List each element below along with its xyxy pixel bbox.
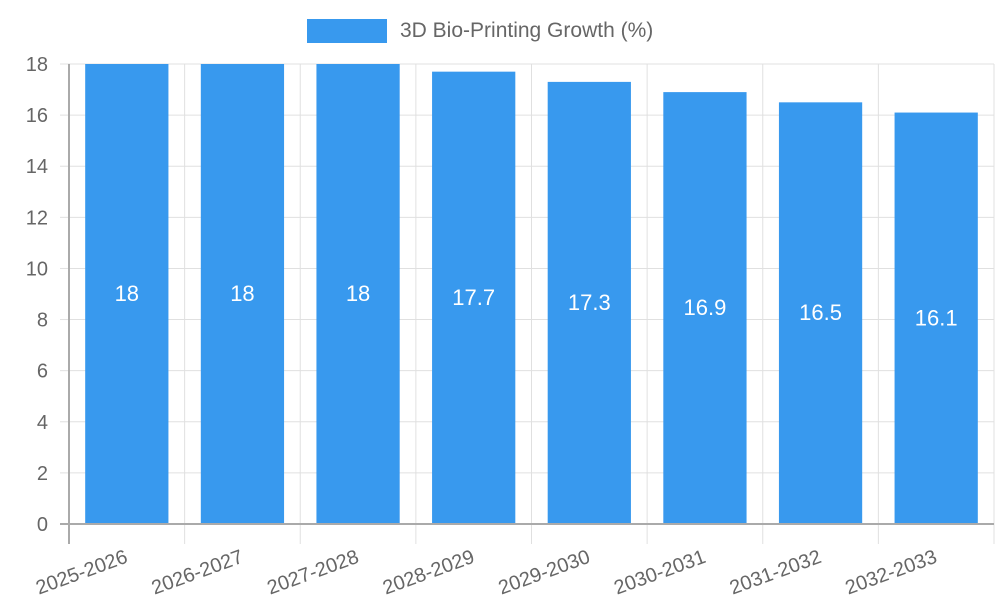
y-tick-label: 8 [37,310,48,332]
bar[interactable] [894,112,978,525]
x-tick-label: 2030-2031 [611,546,708,599]
bar[interactable] [663,92,747,524]
bar[interactable] [432,71,516,525]
bar-value-label: 17.3 [568,290,611,315]
bar[interactable] [200,64,285,524]
bar[interactable] [85,64,169,524]
x-tick-label: 2027-2028 [264,546,361,599]
bar[interactable] [316,64,400,524]
x-tick-label: 2028-2029 [380,546,477,599]
x-tick-label: 2025-2026 [33,546,130,599]
y-tick-label: 10 [26,258,48,280]
bar-value-label: 16.1 [915,305,958,330]
bar-value-label: 16.9 [684,295,727,320]
x-tick-label: 2026-2027 [149,546,246,599]
bar-value-label: 17.7 [452,285,495,310]
data-labels: 18 18 18 17.7 17.3 16.9 16.5 16.1 [115,281,958,330]
y-tick-label: 0 [37,514,48,536]
bar-value-label: 18 [115,281,139,306]
bar[interactable] [547,81,631,524]
x-axis-ticks: 2025-2026 2026-2027 2027-2028 2028-2029 2029… [33,546,940,599]
y-tick-label: 12 [26,207,48,229]
y-tick-label: 4 [37,412,48,434]
y-tick-label: 2 [37,463,48,485]
bar-value-label: 18 [230,281,254,306]
axes [60,64,994,544]
bars [85,64,978,525]
y-axis-ticks: 0 2 4 6 8 10 12 14 16 18 [26,54,48,536]
bar[interactable] [778,102,863,524]
y-tick-label: 6 [37,361,48,383]
x-tick-label: 2031-2032 [727,546,824,599]
y-tick-label: 14 [26,156,48,178]
bar-value-label: 16.5 [799,300,842,325]
chart-legend[interactable]: 3D Bio-Printing Growth (%) [307,19,653,43]
x-tick-label: 2029-2030 [496,546,593,599]
y-tick-label: 16 [26,105,48,127]
legend-swatch [307,19,387,43]
y-tick-label: 18 [26,54,48,76]
x-tick-label: 2032-2033 [842,546,939,599]
bar-value-label: 18 [346,281,370,306]
legend-label: 3D Bio-Printing Growth (%) [400,19,654,42]
